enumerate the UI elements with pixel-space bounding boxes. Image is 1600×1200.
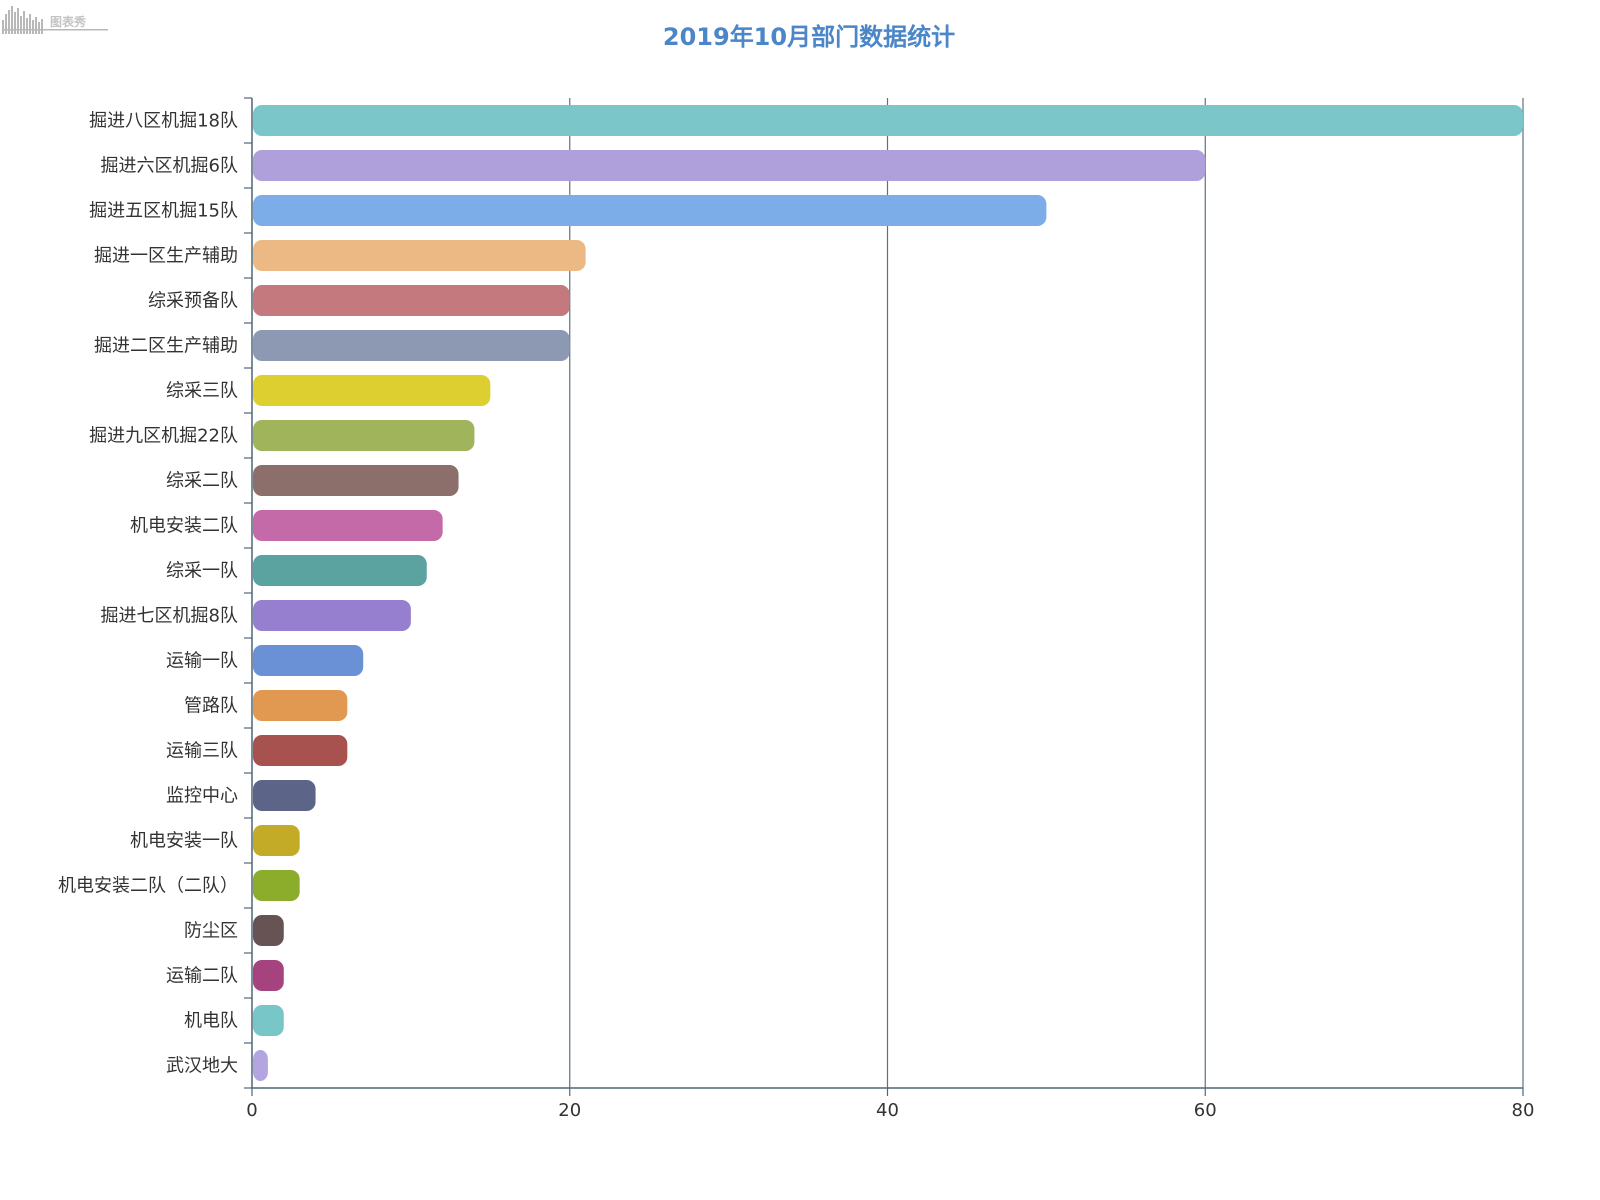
grid-lines	[569, 98, 1524, 1088]
category-label: 掘进七区机掘8队	[101, 606, 238, 627]
bar-5	[253, 285, 570, 316]
bar-6	[253, 330, 570, 361]
bar-14	[253, 690, 348, 721]
category-label: 监控中心	[166, 786, 238, 807]
category-label: 运输二队	[166, 966, 238, 987]
waveform-logo-icon	[2, 6, 108, 34]
category-label: 掘进八区机掘18队	[89, 111, 238, 132]
category-label: 掘进五区机掘15队	[89, 201, 238, 222]
bar-17	[253, 825, 300, 856]
category-label: 机电安装二队	[130, 516, 238, 537]
category-labels: 掘进八区机掘18队掘进六区机掘6队掘进五区机掘15队掘进一区生产辅助综采预备队掘…	[58, 111, 238, 1077]
category-label: 机电安装一队	[130, 831, 238, 852]
bar-2	[253, 150, 1206, 181]
bar-8	[253, 420, 475, 451]
category-label: 掘进六区机掘6队	[101, 156, 238, 177]
category-label: 综采一队	[166, 561, 238, 582]
x-tick-label: 80	[1512, 1100, 1535, 1121]
category-label: 综采二队	[166, 471, 238, 492]
bars	[253, 105, 1523, 1081]
category-label: 综采预备队	[148, 291, 238, 312]
logo-text: 图表秀	[50, 14, 87, 29]
category-label: 机电安装二队（二队）	[58, 876, 238, 897]
x-tick-labels: 0 20 40 60 80	[246, 1100, 1534, 1121]
bar-16	[253, 780, 316, 811]
bar-11	[253, 555, 427, 586]
category-label: 运输三队	[166, 741, 238, 762]
category-label: 掘进一区生产辅助	[94, 246, 238, 267]
category-label: 武汉地大	[166, 1056, 238, 1077]
bar-15	[253, 735, 348, 766]
bar-10	[253, 510, 443, 541]
category-label: 运输一队	[166, 651, 238, 672]
bar-12	[253, 600, 411, 631]
x-tick-label: 60	[1194, 1100, 1217, 1121]
bar-13	[253, 645, 364, 676]
bar-22	[253, 1050, 268, 1081]
x-tick-label: 20	[558, 1100, 581, 1121]
category-label: 管路队	[184, 696, 238, 717]
bar-4	[253, 240, 586, 271]
bar-21	[253, 1005, 284, 1036]
bar-1	[253, 105, 1523, 136]
category-label: 综采三队	[166, 381, 238, 402]
x-tick-label: 0	[246, 1100, 257, 1121]
logo: 图表秀	[2, 6, 108, 34]
bar-9	[253, 465, 459, 496]
category-label: 防尘区	[184, 921, 238, 942]
category-label: 掘进九区机掘22队	[89, 426, 238, 447]
bar-19	[253, 915, 284, 946]
x-tick-label: 40	[876, 1100, 899, 1121]
category-label: 机电队	[184, 1011, 238, 1032]
bar-20	[253, 960, 284, 991]
bar-7	[253, 375, 491, 406]
bar-18	[253, 870, 300, 901]
category-label: 掘进二区生产辅助	[94, 336, 238, 357]
chart-title: 2019年10月部门数据统计	[663, 23, 955, 51]
bar-3	[253, 195, 1047, 226]
axes	[244, 97, 1524, 1096]
